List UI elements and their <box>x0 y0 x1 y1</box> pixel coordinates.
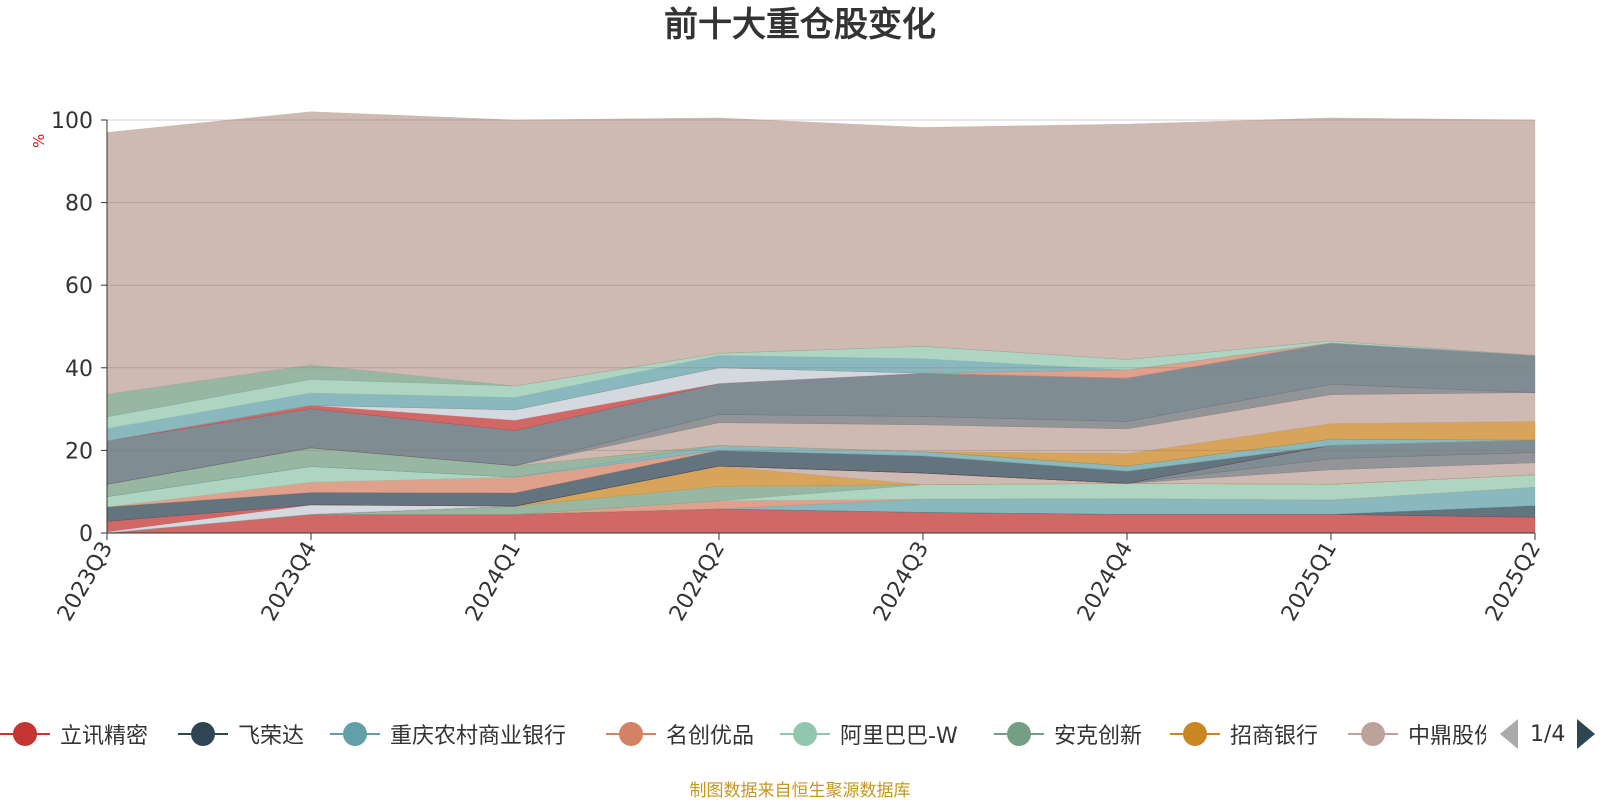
y-tick-label: 40 <box>65 357 93 382</box>
legend-label: 重庆农村商业银行 <box>390 724 567 749</box>
legend-item[interactable]: 招商银行 <box>1170 712 1318 756</box>
y-tick-label: 0 <box>79 522 93 547</box>
legend-label: 阿里巴巴-W <box>840 724 958 749</box>
x-tick-label: 2023Q4 <box>257 538 322 626</box>
legend-label: 名创优品 <box>666 724 755 749</box>
source-note: 制图数据来自恒生聚源数据库 <box>689 781 911 801</box>
legend-marker-icon <box>1348 712 1398 756</box>
legend-marker-icon <box>330 712 380 756</box>
legend-item[interactable]: 重庆农村商业银行 <box>330 712 566 756</box>
stacked-area-chart: 0 20 40 60 80 100 2023Q3 2023Q4 2024Q1 2024Q2 2024… <box>51 109 1546 626</box>
legend-item[interactable]: 中鼎股份 <box>1348 712 1486 756</box>
y-tick-label: 20 <box>65 439 93 464</box>
x-tick-label: 2023Q3 <box>53 538 118 626</box>
chart-title: 前十大重仓股变化 <box>664 5 936 45</box>
legend-marker-icon <box>780 712 830 756</box>
legend-item[interactable]: 安克创新 <box>994 712 1142 756</box>
legend-label: 中鼎股份 <box>1408 724 1486 749</box>
triangle-right-icon[interactable] <box>1577 719 1596 749</box>
legend-label: 安克创新 <box>1054 724 1143 749</box>
legend-marker-icon <box>0 712 50 756</box>
x-tick-label: 2024Q4 <box>1073 538 1138 626</box>
x-tick-label: 2025Q2 <box>1481 538 1546 626</box>
legend-page-indicator: 1/4 <box>1530 721 1566 747</box>
legend-item[interactable]: 名创优品 <box>606 712 754 756</box>
legend-marker-icon <box>1170 712 1220 756</box>
x-tick-label: 2024Q1 <box>461 538 526 626</box>
legend-label: 立讯精密 <box>60 724 149 749</box>
legend-item[interactable]: 阿里巴巴-W <box>780 712 958 756</box>
legend-items: 立讯精密 飞荣达 重庆农村商业银行 名创优品 阿里巴巴-W 安克创新 招商银行 中鼎股份 <box>0 712 1486 756</box>
x-tick-label: 2024Q3 <box>869 538 934 626</box>
legend: 立讯精密 飞荣达 重庆农村商业银行 名创优品 阿里巴巴-W 安克创新 招商银行 中鼎股份 1/… <box>0 712 1600 756</box>
y-tick-label: 100 <box>51 109 93 134</box>
area-series-group <box>106 111 1536 534</box>
legend-item[interactable]: 飞荣达 <box>178 712 304 756</box>
triangle-left-icon[interactable] <box>1500 719 1518 749</box>
area-series-27[interactable] <box>106 111 1536 395</box>
x-tick-label: 2025Q1 <box>1277 538 1342 626</box>
legend-label: 招商银行 <box>1230 724 1319 749</box>
legend-marker-icon <box>606 712 656 756</box>
legend-label: 飞荣达 <box>238 724 305 749</box>
y-tick-label: 80 <box>65 192 93 217</box>
legend-pager: 1/4 <box>1500 712 1596 756</box>
x-tick-label: 2024Q2 <box>665 538 730 626</box>
legend-marker-icon <box>178 712 228 756</box>
y-tick-label: 60 <box>65 274 93 299</box>
legend-item[interactable]: 立讯精密 <box>0 712 148 756</box>
legend-marker-icon <box>994 712 1044 756</box>
